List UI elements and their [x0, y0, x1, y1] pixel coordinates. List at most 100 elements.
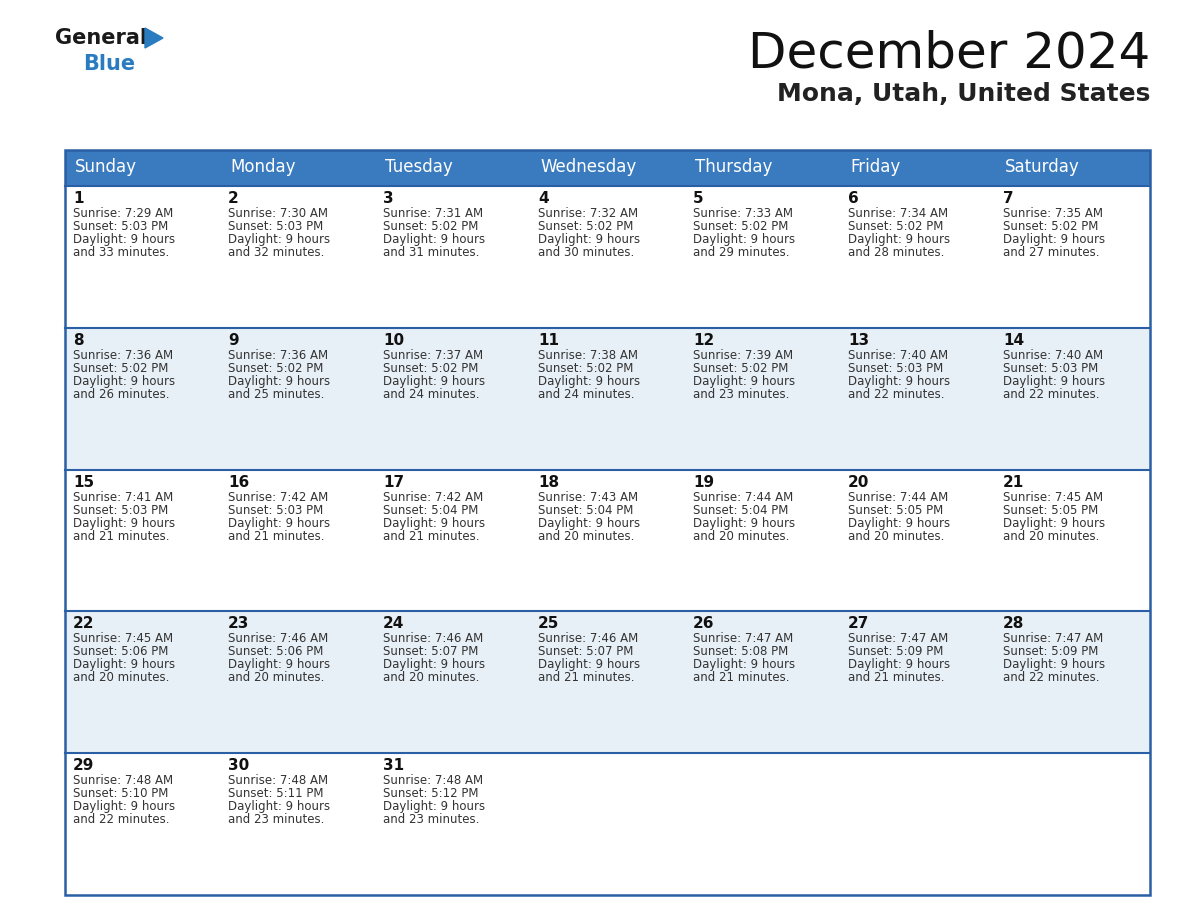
Text: Sunset: 5:07 PM: Sunset: 5:07 PM	[538, 645, 633, 658]
Text: Sunrise: 7:48 AM: Sunrise: 7:48 AM	[72, 774, 173, 788]
Text: and 24 minutes.: and 24 minutes.	[383, 387, 480, 401]
Text: Sunset: 5:09 PM: Sunset: 5:09 PM	[848, 645, 943, 658]
Text: and 33 minutes.: and 33 minutes.	[72, 246, 169, 259]
Text: 13: 13	[848, 333, 870, 348]
Text: Daylight: 9 hours: Daylight: 9 hours	[72, 658, 175, 671]
Text: Sunset: 5:02 PM: Sunset: 5:02 PM	[538, 362, 633, 375]
Text: 17: 17	[383, 475, 404, 489]
Text: 4: 4	[538, 191, 549, 206]
Text: 10: 10	[383, 333, 404, 348]
Text: Daylight: 9 hours: Daylight: 9 hours	[72, 800, 175, 813]
Text: and 22 minutes.: and 22 minutes.	[848, 387, 944, 401]
Text: Sunset: 5:02 PM: Sunset: 5:02 PM	[72, 362, 169, 375]
Text: Sunrise: 7:45 AM: Sunrise: 7:45 AM	[72, 633, 173, 645]
Text: Sunrise: 7:48 AM: Sunrise: 7:48 AM	[228, 774, 328, 788]
Text: Sunset: 5:03 PM: Sunset: 5:03 PM	[1003, 362, 1098, 375]
Text: 30: 30	[228, 758, 249, 773]
Text: Sunset: 5:02 PM: Sunset: 5:02 PM	[693, 362, 789, 375]
Text: and 20 minutes.: and 20 minutes.	[228, 671, 324, 685]
Bar	[996, 611, 1150, 753]
Text: Sunrise: 7:31 AM: Sunrise: 7:31 AM	[383, 207, 484, 220]
Text: Sunset: 5:04 PM: Sunset: 5:04 PM	[693, 504, 789, 517]
Text: and 20 minutes.: and 20 minutes.	[383, 671, 480, 685]
Text: Sunrise: 7:45 AM: Sunrise: 7:45 AM	[1003, 490, 1104, 504]
Bar	[65, 470, 220, 611]
Bar	[685, 470, 840, 611]
Text: 6: 6	[848, 191, 859, 206]
Text: Sunrise: 7:40 AM: Sunrise: 7:40 AM	[848, 349, 948, 362]
Text: Sunrise: 7:36 AM: Sunrise: 7:36 AM	[72, 349, 173, 362]
Text: Sunrise: 7:47 AM: Sunrise: 7:47 AM	[693, 633, 794, 645]
Text: Sunset: 5:07 PM: Sunset: 5:07 PM	[383, 645, 479, 658]
Text: Daylight: 9 hours: Daylight: 9 hours	[228, 375, 330, 387]
Bar	[530, 470, 685, 611]
Text: Daylight: 9 hours: Daylight: 9 hours	[383, 375, 485, 387]
Text: and 23 minutes.: and 23 minutes.	[228, 813, 324, 826]
Bar	[685, 753, 840, 895]
Text: Daylight: 9 hours: Daylight: 9 hours	[1003, 233, 1105, 246]
Text: Sunset: 5:02 PM: Sunset: 5:02 PM	[383, 220, 479, 233]
Text: Thursday: Thursday	[695, 158, 772, 176]
Text: Sunset: 5:05 PM: Sunset: 5:05 PM	[848, 504, 943, 517]
Text: Sunrise: 7:40 AM: Sunrise: 7:40 AM	[1003, 349, 1104, 362]
Bar	[685, 186, 840, 328]
Text: Daylight: 9 hours: Daylight: 9 hours	[693, 375, 795, 387]
Text: Sunrise: 7:37 AM: Sunrise: 7:37 AM	[383, 349, 484, 362]
Text: and 32 minutes.: and 32 minutes.	[228, 246, 324, 259]
Text: 24: 24	[383, 616, 404, 632]
Bar	[65, 611, 220, 753]
Text: Sunrise: 7:36 AM: Sunrise: 7:36 AM	[228, 349, 328, 362]
Bar	[685, 328, 840, 470]
Text: Daylight: 9 hours: Daylight: 9 hours	[1003, 658, 1105, 671]
Text: Sunset: 5:02 PM: Sunset: 5:02 PM	[228, 362, 323, 375]
Text: Sunset: 5:09 PM: Sunset: 5:09 PM	[1003, 645, 1099, 658]
Bar	[375, 611, 530, 753]
Text: and 25 minutes.: and 25 minutes.	[228, 387, 324, 401]
Bar	[840, 186, 996, 328]
Text: and 23 minutes.: and 23 minutes.	[383, 813, 480, 826]
Text: Sunset: 5:11 PM: Sunset: 5:11 PM	[228, 788, 323, 800]
Text: Blue: Blue	[83, 54, 135, 74]
Text: and 21 minutes.: and 21 minutes.	[72, 530, 170, 543]
Text: and 24 minutes.: and 24 minutes.	[538, 387, 634, 401]
Bar	[375, 186, 530, 328]
Text: Sunset: 5:10 PM: Sunset: 5:10 PM	[72, 788, 169, 800]
Text: Daylight: 9 hours: Daylight: 9 hours	[848, 658, 950, 671]
Text: Sunset: 5:02 PM: Sunset: 5:02 PM	[1003, 220, 1099, 233]
Text: Sunrise: 7:42 AM: Sunrise: 7:42 AM	[383, 490, 484, 504]
Text: and 30 minutes.: and 30 minutes.	[538, 246, 634, 259]
Text: Sunrise: 7:32 AM: Sunrise: 7:32 AM	[538, 207, 638, 220]
Text: Tuesday: Tuesday	[385, 158, 453, 176]
Text: Sunset: 5:02 PM: Sunset: 5:02 PM	[383, 362, 479, 375]
Bar	[840, 470, 996, 611]
Bar	[65, 150, 1150, 186]
Text: 12: 12	[693, 333, 714, 348]
Text: 9: 9	[228, 333, 239, 348]
Bar	[65, 328, 220, 470]
Text: Daylight: 9 hours: Daylight: 9 hours	[228, 658, 330, 671]
Text: and 23 minutes.: and 23 minutes.	[693, 387, 789, 401]
Text: Sunset: 5:02 PM: Sunset: 5:02 PM	[848, 220, 943, 233]
Text: 16: 16	[228, 475, 249, 489]
Bar	[840, 753, 996, 895]
Text: Sunset: 5:02 PM: Sunset: 5:02 PM	[693, 220, 789, 233]
Bar	[220, 186, 375, 328]
Text: and 20 minutes.: and 20 minutes.	[1003, 530, 1099, 543]
Text: Sunrise: 7:47 AM: Sunrise: 7:47 AM	[848, 633, 948, 645]
Text: and 26 minutes.: and 26 minutes.	[72, 387, 170, 401]
Text: Sunrise: 7:33 AM: Sunrise: 7:33 AM	[693, 207, 794, 220]
Text: General: General	[55, 28, 147, 48]
Text: Sunset: 5:06 PM: Sunset: 5:06 PM	[72, 645, 169, 658]
Text: Daylight: 9 hours: Daylight: 9 hours	[383, 233, 485, 246]
Text: 2: 2	[228, 191, 239, 206]
Bar	[65, 753, 220, 895]
Text: 25: 25	[538, 616, 560, 632]
Text: 28: 28	[1003, 616, 1024, 632]
Text: Daylight: 9 hours: Daylight: 9 hours	[228, 517, 330, 530]
Text: Daylight: 9 hours: Daylight: 9 hours	[72, 517, 175, 530]
Text: Sunday: Sunday	[75, 158, 137, 176]
Bar	[996, 186, 1150, 328]
Text: Sunrise: 7:46 AM: Sunrise: 7:46 AM	[383, 633, 484, 645]
Bar	[220, 470, 375, 611]
Text: Sunrise: 7:30 AM: Sunrise: 7:30 AM	[228, 207, 328, 220]
